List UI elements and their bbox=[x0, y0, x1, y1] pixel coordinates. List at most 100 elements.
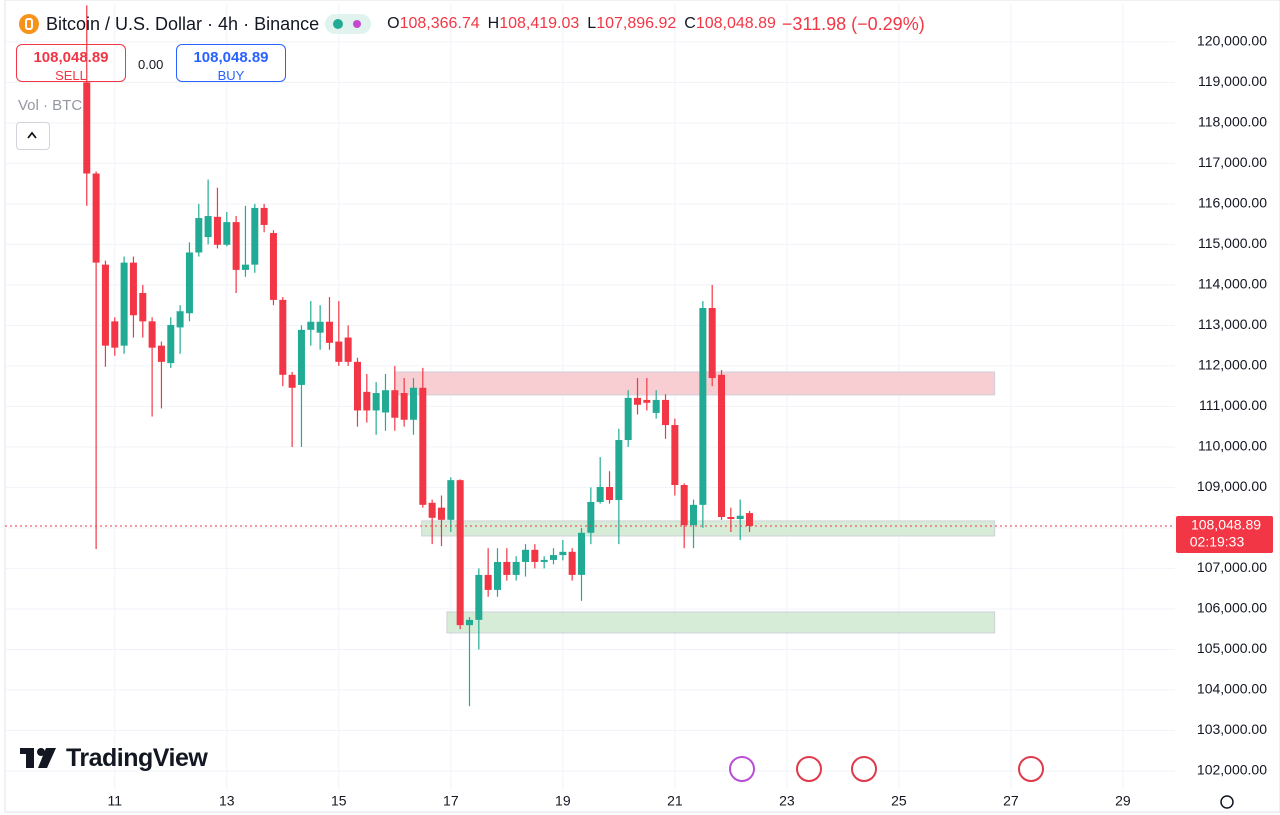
ohlc-item: C108,048.89 bbox=[684, 15, 776, 33]
candle-body bbox=[727, 516, 735, 520]
candle-body bbox=[167, 324, 175, 364]
ohlc-value: 108,419.03 bbox=[499, 15, 580, 32]
ohlc-key: C bbox=[684, 15, 696, 32]
event-icon[interactable] bbox=[796, 756, 822, 782]
candle-body bbox=[437, 507, 445, 520]
x-tick-label: 29 bbox=[1115, 793, 1131, 809]
symbol: Bitcoin / U.S. Dollar · 4h · Binance bbox=[46, 13, 320, 34]
y-tick-label: 117,000.00 bbox=[1198, 154, 1267, 170]
candle-body bbox=[269, 233, 277, 300]
ohlc-key: H bbox=[487, 15, 500, 32]
sell-button[interactable]: 108,048.89 SELL bbox=[16, 44, 126, 83]
candle-body bbox=[652, 399, 660, 413]
indicator-icon[interactable] bbox=[325, 13, 372, 35]
candle-body bbox=[428, 502, 436, 518]
y-tick-label: 111,000.00 bbox=[1199, 397, 1267, 413]
header: Bitcoin / U.S. Dollar · 4h · Binance O10… bbox=[18, 13, 925, 35]
sell-label: SELL bbox=[55, 68, 87, 83]
candle-body bbox=[615, 440, 623, 500]
y-tick-label: 102,000.00 bbox=[1197, 762, 1267, 778]
x-tick-label: 17 bbox=[443, 793, 459, 809]
candle-body bbox=[475, 574, 483, 620]
event-icon[interactable] bbox=[729, 756, 755, 782]
ohlc-key: L bbox=[587, 15, 597, 32]
candle-body bbox=[690, 504, 698, 526]
event-icon[interactable] bbox=[851, 756, 877, 782]
sell-price: 108,048.89 bbox=[33, 49, 109, 66]
candle-body bbox=[325, 321, 333, 343]
settings-icon[interactable] bbox=[1220, 795, 1234, 809]
candle-body bbox=[634, 397, 642, 405]
candle-body bbox=[279, 299, 287, 375]
candle-body bbox=[223, 222, 231, 245]
candle-body bbox=[596, 487, 604, 503]
y-tick-label: 110,000.00 bbox=[1198, 438, 1267, 454]
candle-body bbox=[297, 329, 305, 385]
candle-body bbox=[251, 207, 259, 265]
x-tick-label: 25 bbox=[891, 793, 907, 809]
candle-body bbox=[288, 374, 296, 388]
zone bbox=[394, 371, 996, 396]
candle-body bbox=[92, 173, 100, 263]
candle-body bbox=[372, 393, 380, 411]
candle-body bbox=[624, 397, 632, 441]
coin-icon bbox=[19, 14, 39, 34]
spread: 0.00 bbox=[138, 57, 164, 72]
y-tick-label: 115,000.00 bbox=[1198, 235, 1267, 251]
candle-body bbox=[232, 222, 240, 270]
candle-body bbox=[643, 399, 651, 403]
candle-body bbox=[540, 559, 548, 562]
buy-label: BUY bbox=[217, 68, 245, 83]
candle-body bbox=[204, 216, 212, 238]
candle-body bbox=[335, 341, 343, 362]
y-tick-label: 116,000.00 bbox=[1198, 195, 1267, 211]
candle-body bbox=[708, 307, 716, 379]
candle-body bbox=[447, 480, 455, 520]
ohlc-item: L107,896.92 bbox=[587, 15, 676, 33]
y-tick-label: 114,000.00 bbox=[1198, 276, 1267, 292]
ohlc-value: 108,366.74 bbox=[399, 15, 480, 32]
x-tick-label: 19 bbox=[555, 793, 571, 809]
candle-body bbox=[307, 321, 315, 330]
candle-body bbox=[606, 487, 614, 500]
candle-body bbox=[503, 561, 511, 575]
zone bbox=[421, 520, 996, 537]
change: −311.98 (−0.29%) bbox=[781, 13, 925, 34]
y-tick-label: 103,000.00 bbox=[1197, 721, 1267, 737]
y-tick-label: 119,000.00 bbox=[1198, 73, 1267, 89]
candle-body bbox=[465, 619, 473, 626]
y-tick-label: 113,000.00 bbox=[1198, 316, 1267, 332]
x-tick-label: 11 bbox=[108, 793, 123, 809]
collapse-button[interactable] bbox=[16, 122, 50, 150]
y-tick-label: 107,000.00 bbox=[1197, 559, 1267, 575]
brand-logo bbox=[20, 748, 56, 768]
candle-body bbox=[101, 264, 109, 346]
ohlc-value: 108,048.89 bbox=[695, 15, 776, 32]
ohlc-item: H108,419.03 bbox=[488, 15, 580, 33]
brand: TradingView bbox=[66, 744, 208, 772]
buy-button[interactable]: 108,048.89 BUY bbox=[176, 44, 286, 83]
candle-body bbox=[129, 262, 137, 316]
last-price-box bbox=[1176, 515, 1273, 553]
candle-body bbox=[746, 513, 754, 526]
candle-body bbox=[83, 82, 91, 174]
last-price-label: 108,048.89 bbox=[1191, 517, 1261, 533]
candle-body bbox=[185, 252, 193, 314]
candle-body bbox=[512, 561, 520, 575]
candle-body bbox=[568, 551, 576, 575]
x-tick-label: 15 bbox=[331, 793, 347, 809]
ohlc-key: O bbox=[387, 15, 400, 32]
candle-body bbox=[363, 391, 371, 411]
ohlc-value: 107,896.92 bbox=[596, 15, 677, 32]
candle-body bbox=[671, 425, 679, 485]
candle-body bbox=[736, 515, 744, 520]
candle-body bbox=[120, 262, 128, 346]
x-tick-label: 21 bbox=[667, 793, 683, 809]
candle-body bbox=[484, 574, 492, 590]
event-icon[interactable] bbox=[1018, 756, 1044, 782]
x-tick-label: 13 bbox=[219, 793, 235, 809]
chevron bbox=[27, 131, 37, 139]
candle-body bbox=[241, 264, 249, 270]
zone bbox=[446, 611, 996, 634]
